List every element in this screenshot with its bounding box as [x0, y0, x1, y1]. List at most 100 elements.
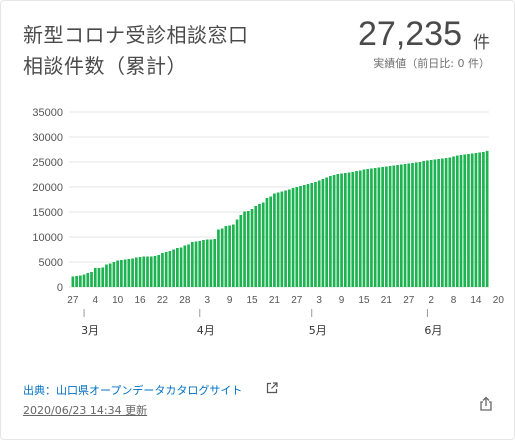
bar [433, 159, 437, 287]
bar [213, 239, 217, 287]
bar [343, 173, 347, 287]
bar [429, 160, 433, 287]
bar [321, 179, 325, 287]
bar [75, 276, 78, 287]
bar [441, 158, 444, 287]
month-label: 3月 [81, 324, 99, 337]
bar [399, 164, 403, 287]
bar [418, 162, 422, 287]
card-title-line2: 相談件数（累計） [23, 54, 187, 78]
bar [448, 157, 452, 287]
bar-series [71, 150, 489, 287]
y-tick-label: 25000 [32, 157, 63, 169]
x-tick-label: 27 [291, 295, 303, 306]
month-labels: 3月 4月 5月 6月 [81, 309, 442, 337]
bar [168, 251, 172, 287]
bar [366, 169, 370, 287]
bar [332, 175, 336, 287]
total-unit: 件 [473, 33, 490, 53]
bar [269, 196, 273, 287]
bar [97, 268, 101, 287]
bar [179, 247, 183, 287]
bar [116, 260, 119, 287]
bar [239, 215, 243, 287]
bar [470, 153, 474, 287]
bar [474, 153, 478, 287]
total-value: 27,235 [358, 15, 462, 53]
bar [306, 184, 310, 287]
bar [299, 186, 302, 287]
bar [373, 168, 377, 287]
bar [265, 198, 269, 287]
bar [123, 259, 127, 287]
bar [149, 256, 153, 287]
source-link[interactable]: 出典：山口県オープンデータカタログサイト [23, 384, 243, 397]
bar [407, 163, 411, 287]
bar [82, 274, 86, 287]
bar [120, 260, 123, 287]
bar [78, 275, 82, 287]
external-link-icon[interactable] [266, 382, 278, 394]
x-tick-label: 10 [112, 295, 124, 306]
bar [414, 162, 418, 287]
bar [243, 211, 246, 287]
month-label: 5月 [309, 324, 327, 337]
bar [358, 170, 362, 287]
x-tick-label: 9 [339, 295, 345, 306]
x-tick-label: 14 [470, 295, 482, 306]
bar [198, 241, 202, 287]
bar [385, 166, 388, 287]
bar [336, 174, 340, 287]
x-tick-label: 16 [134, 295, 146, 306]
x-tick-label: 27 [67, 295, 79, 306]
bar [392, 165, 396, 287]
y-tick-label: 10000 [32, 232, 63, 244]
bar [71, 276, 75, 287]
bar [194, 241, 198, 287]
x-tick-label: 9 [227, 295, 233, 306]
bar [351, 172, 355, 287]
bar [205, 239, 209, 287]
bar [377, 167, 381, 287]
bar [355, 171, 358, 287]
x-tick-label: 15 [358, 295, 370, 306]
y-tick-label: 5000 [39, 257, 63, 269]
bar [172, 249, 175, 287]
bar [287, 189, 291, 287]
bar [157, 255, 161, 287]
x-axis-labels: 27 4 10 16 22 28 3 9 15 21 27 3 9 15 21 27 2 8 14 20 [67, 295, 504, 306]
y-tick-label: 0 [57, 282, 63, 294]
bar [250, 209, 254, 287]
bar [258, 204, 261, 287]
bar [381, 167, 384, 287]
bar [93, 268, 97, 287]
card-title-line1: 新型コロナ受診相談窓口 [23, 23, 249, 47]
bar [340, 173, 343, 287]
bar [138, 257, 142, 287]
x-tick-label: 21 [381, 295, 393, 306]
share-icon[interactable] [478, 396, 494, 412]
bar [176, 248, 179, 287]
month-label: 6月 [424, 324, 442, 337]
bar [261, 202, 265, 287]
bar [284, 190, 287, 287]
bar [317, 180, 321, 287]
x-tick-label: 20 [493, 295, 505, 306]
bar [329, 176, 332, 287]
x-tick-label: 21 [269, 295, 281, 306]
x-tick-label: 28 [179, 295, 191, 306]
bar [134, 257, 138, 287]
bar [202, 240, 205, 287]
x-tick-label: 4 [92, 295, 98, 306]
bar [467, 154, 470, 287]
y-tick-label: 15000 [32, 207, 63, 219]
bar [325, 177, 328, 287]
bar [232, 224, 235, 287]
bar [217, 229, 220, 287]
bar [228, 225, 231, 287]
bar [209, 239, 213, 287]
y-tick-label: 20000 [32, 182, 63, 194]
bar [482, 152, 485, 287]
x-tick-label: 8 [451, 295, 457, 306]
